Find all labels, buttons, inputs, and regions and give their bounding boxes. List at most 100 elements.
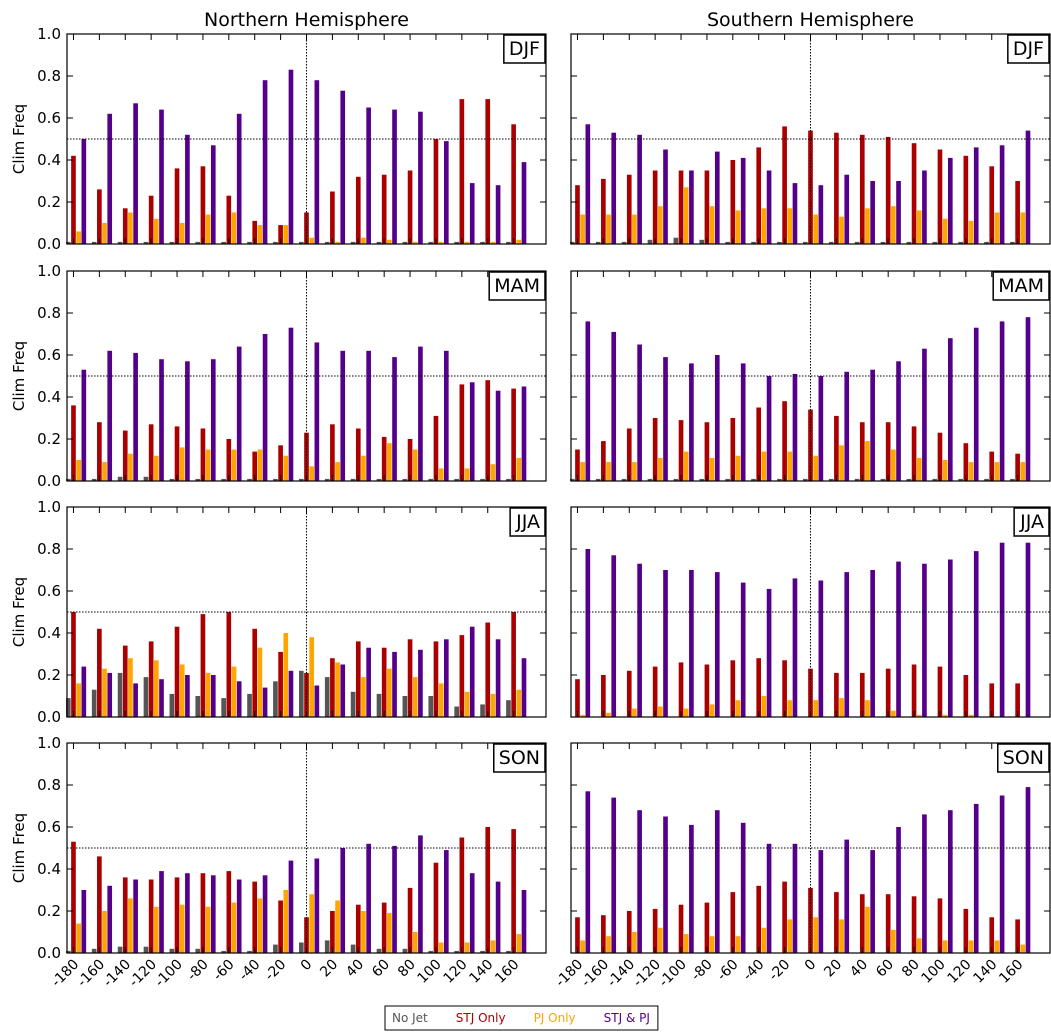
y-tick-label: 1.0 [37,734,61,752]
bar [521,658,527,717]
bar [580,214,585,244]
bar [226,439,232,481]
bar [885,668,891,717]
bar [159,109,164,244]
bar [107,885,113,953]
bar [107,672,113,717]
bar [273,241,278,244]
bar [834,415,839,481]
bar [195,696,201,717]
bar [595,241,601,244]
bar [999,321,1005,481]
bar [506,241,511,244]
bar [740,363,746,481]
bar [766,376,772,481]
plot-frame [570,506,1051,718]
bar [459,837,465,953]
bar [428,696,434,717]
bar [153,218,159,244]
bar [580,940,585,953]
y-tick-label: 0.4 [37,624,61,642]
bar [226,195,232,244]
bar [324,478,330,481]
bar [865,441,870,481]
bar [896,181,901,244]
bar [911,664,917,717]
bar [288,327,294,481]
season-label: SON [1003,747,1044,769]
bar [309,466,315,481]
bar [236,879,242,953]
bar [611,132,617,244]
bar [252,881,258,953]
x-tick-label: -160 [578,957,612,991]
bar [601,441,606,481]
bar [714,355,720,481]
bar [122,430,128,481]
legend-label: PJ Only [534,1011,576,1025]
bar [381,436,387,481]
x-tick-label: 160 [996,957,1026,987]
bar [495,639,501,717]
bar [174,426,180,481]
bar [262,334,268,481]
y-tick-label: 0.4 [37,860,61,878]
x-tick-label: -40 [740,957,767,984]
x-tick-label: -160 [74,957,108,991]
y-tick-label: 0.6 [37,818,61,836]
bar [464,241,470,244]
bar [932,241,938,244]
bar [813,917,819,953]
bar [611,797,617,953]
bar [366,843,371,953]
bar [143,677,149,717]
bar [632,708,637,717]
bar [896,361,901,481]
bar [792,843,798,953]
bar [262,687,268,717]
bar [709,936,715,953]
bar [330,911,335,953]
bar [283,633,289,717]
bar [751,478,756,481]
bar [521,162,527,244]
bar [756,658,762,717]
bar [606,712,611,717]
legend-label: STJ Only [456,1011,506,1025]
x-tick-label: 140 [970,957,1000,987]
bar [122,645,128,717]
bar [195,478,201,481]
y-tick-label: 0.8 [37,776,61,794]
bar [932,478,938,481]
y-tick-label: 1.0 [37,498,61,516]
bar [81,369,87,481]
bar [361,455,366,481]
bar [340,664,346,717]
bar [699,239,705,244]
bar [304,212,309,244]
bar [511,612,516,717]
bar [257,647,263,717]
bar [569,478,575,481]
bar [766,170,772,244]
bar [922,170,927,244]
bar [76,683,81,717]
x-tick-label: 40 [343,957,367,981]
bar [340,90,346,244]
bar [637,134,642,244]
bar [911,426,917,481]
bar [761,696,767,717]
bar [880,241,886,244]
bar [443,850,449,953]
bar [195,948,201,953]
bar [381,647,387,717]
bar [381,174,387,244]
y-tick-label: 0.6 [37,346,61,364]
bar [335,662,340,717]
panel: Southern Hemisphere DJF [569,9,1051,245]
bar [324,677,330,717]
y-axis-label: Clim Freq [10,577,28,647]
panel: MAM [569,270,1051,482]
plot-frame [570,270,1051,482]
bar [999,542,1005,717]
